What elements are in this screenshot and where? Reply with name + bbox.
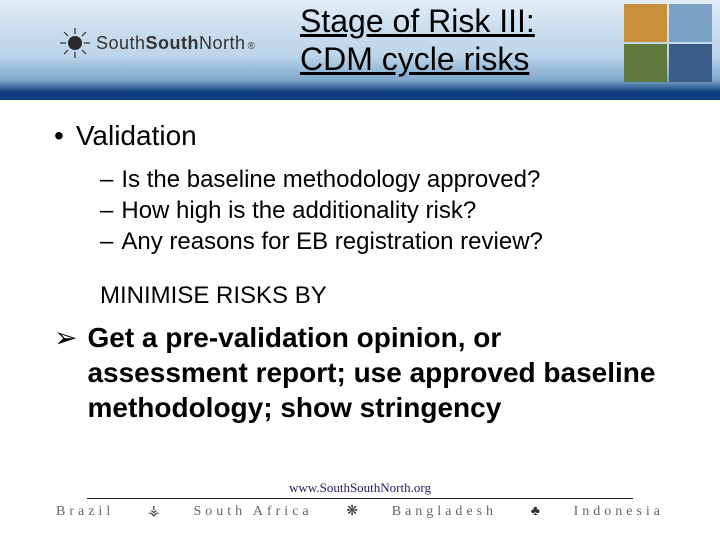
photo-collage	[624, 4, 712, 82]
logo-word-north: North	[199, 33, 246, 54]
sub-bullet: – Is the baseline methodology approved?	[100, 164, 666, 195]
slide-title: Stage of Risk III: CDM cycle risks	[300, 2, 610, 79]
collage-tile	[624, 4, 667, 42]
logo-text: South South North ®	[96, 33, 255, 54]
arrow-bullet: ➢ Get a pre-validation opinion, or asses…	[54, 320, 666, 425]
sub-bullet-text: Any reasons for EB registration review?	[121, 226, 543, 257]
sub-bullet-group: – Is the baseline methodology approved? …	[100, 164, 666, 258]
divider-icon: ⚶	[140, 503, 168, 520]
sun-icon	[60, 28, 90, 58]
country-label: South Africa	[193, 504, 312, 520]
dash-icon: –	[100, 226, 113, 257]
sub-bullet-text: Is the baseline methodology approved?	[121, 164, 540, 195]
dash-icon: –	[100, 164, 113, 195]
sub-bullet: – Any reasons for EB registration review…	[100, 226, 666, 257]
country-label: Indonesia	[574, 504, 664, 520]
logo-word-south2: South	[146, 33, 200, 54]
bullet-level1: • Validation	[54, 120, 666, 152]
minimise-heading: MINIMISE RISKS BY	[100, 282, 666, 310]
logo-word-south1: South	[96, 33, 146, 54]
footer-url: www.SouthSouthNorth.org	[87, 480, 633, 499]
arrow-icon: ➢	[54, 320, 77, 355]
arrow-bullet-text: Get a pre-validation opinion, or assessm…	[87, 320, 666, 425]
country-label: Bangladesh	[392, 504, 497, 520]
collage-tile	[669, 44, 712, 82]
dash-icon: –	[100, 195, 113, 226]
divider-icon: ❋	[338, 503, 366, 520]
bullet-level1-text: Validation	[76, 120, 197, 152]
bullet-dot-icon: •	[54, 120, 64, 152]
sub-bullet: – How high is the additionality risk?	[100, 195, 666, 226]
minimise-heading-wrap: MINIMISE RISKS BY	[100, 282, 666, 310]
slide-body: • Validation – Is the baseline methodolo…	[54, 120, 666, 425]
footer-countries: Brazil ⚶ South Africa ❋ Bangladesh ♣ Ind…	[50, 503, 670, 520]
header-band: South South North ® Stage of Risk III: C…	[0, 0, 720, 100]
collage-tile	[669, 4, 712, 42]
logo-registered: ®	[248, 41, 256, 52]
collage-tile	[624, 44, 667, 82]
divider-icon: ♣	[523, 504, 548, 520]
org-logo: South South North ®	[60, 28, 255, 58]
footer: www.SouthSouthNorth.org Brazil ⚶ South A…	[50, 480, 670, 526]
country-label: Brazil	[56, 504, 114, 520]
slide: South South North ® Stage of Risk III: C…	[0, 0, 720, 540]
sub-bullet-text: How high is the additionality risk?	[121, 195, 476, 226]
